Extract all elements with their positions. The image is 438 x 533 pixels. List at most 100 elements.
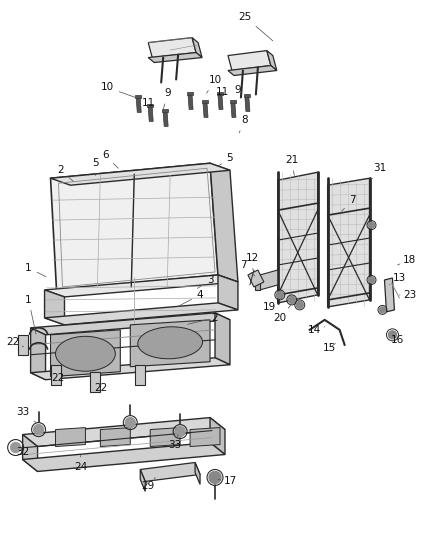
Text: 11: 11 <box>215 87 233 103</box>
Text: 32: 32 <box>16 447 29 457</box>
Polygon shape <box>244 94 250 98</box>
Text: 1: 1 <box>25 263 46 277</box>
Polygon shape <box>210 417 225 455</box>
Text: 22: 22 <box>94 383 107 393</box>
Polygon shape <box>140 463 200 481</box>
Polygon shape <box>192 38 202 58</box>
Polygon shape <box>147 104 153 108</box>
Polygon shape <box>228 66 277 76</box>
Text: 20: 20 <box>273 305 291 323</box>
Polygon shape <box>45 290 64 325</box>
Polygon shape <box>18 335 28 355</box>
Text: 11: 11 <box>141 99 155 108</box>
Text: 18: 18 <box>397 255 416 265</box>
Polygon shape <box>56 427 85 447</box>
Text: 23: 23 <box>399 290 416 300</box>
Polygon shape <box>278 172 318 303</box>
Text: 1: 1 <box>25 295 36 334</box>
Circle shape <box>389 331 396 339</box>
Polygon shape <box>135 365 145 385</box>
Text: 24: 24 <box>74 455 87 472</box>
Polygon shape <box>228 51 271 70</box>
Text: 8: 8 <box>239 115 248 133</box>
Polygon shape <box>187 92 193 95</box>
Circle shape <box>34 425 43 434</box>
Polygon shape <box>148 108 153 122</box>
Polygon shape <box>215 313 230 365</box>
Polygon shape <box>217 92 223 95</box>
Text: 10: 10 <box>207 76 222 93</box>
Polygon shape <box>23 434 38 472</box>
Polygon shape <box>328 178 370 307</box>
Polygon shape <box>50 163 230 185</box>
Polygon shape <box>385 278 395 312</box>
Polygon shape <box>188 95 193 109</box>
Polygon shape <box>31 358 230 379</box>
Text: 33: 33 <box>16 407 36 423</box>
Circle shape <box>11 442 21 453</box>
Polygon shape <box>255 275 260 290</box>
Ellipse shape <box>138 327 202 359</box>
Circle shape <box>276 292 283 298</box>
Polygon shape <box>100 427 130 447</box>
Text: 7: 7 <box>240 260 255 276</box>
Polygon shape <box>218 95 223 109</box>
Circle shape <box>296 301 303 309</box>
Polygon shape <box>163 112 168 126</box>
Polygon shape <box>130 320 210 367</box>
Text: 6: 6 <box>102 150 118 168</box>
Polygon shape <box>23 417 225 447</box>
Text: 33: 33 <box>169 434 182 449</box>
Polygon shape <box>150 427 180 447</box>
Polygon shape <box>202 100 208 103</box>
Text: 5: 5 <box>217 154 233 167</box>
Polygon shape <box>31 328 46 379</box>
Text: 2: 2 <box>188 313 218 324</box>
Circle shape <box>209 472 221 483</box>
Text: 31: 31 <box>371 163 386 180</box>
Text: 9: 9 <box>163 88 171 110</box>
Text: 4: 4 <box>177 290 203 306</box>
Text: 22: 22 <box>6 337 24 347</box>
Text: 25: 25 <box>238 12 273 41</box>
Polygon shape <box>162 109 168 112</box>
Polygon shape <box>45 275 238 297</box>
Text: 19: 19 <box>263 298 282 312</box>
Circle shape <box>379 307 385 313</box>
Polygon shape <box>190 427 220 447</box>
Text: 10: 10 <box>101 83 136 98</box>
Polygon shape <box>45 303 238 325</box>
Circle shape <box>288 296 295 303</box>
Polygon shape <box>136 99 141 112</box>
Polygon shape <box>50 330 120 377</box>
Polygon shape <box>231 103 236 117</box>
Text: 5: 5 <box>92 158 99 175</box>
Text: 22: 22 <box>51 373 64 383</box>
Polygon shape <box>140 470 145 491</box>
Text: 15: 15 <box>323 343 336 353</box>
Text: 2: 2 <box>57 165 73 181</box>
Polygon shape <box>148 38 196 58</box>
Polygon shape <box>260 270 278 290</box>
Text: 17: 17 <box>218 477 237 487</box>
Polygon shape <box>248 270 264 287</box>
Circle shape <box>368 222 374 228</box>
Text: 29: 29 <box>141 478 155 491</box>
Polygon shape <box>230 100 236 103</box>
Circle shape <box>368 277 374 283</box>
Polygon shape <box>31 313 230 335</box>
Text: 21: 21 <box>285 155 298 175</box>
Text: 13: 13 <box>389 273 406 285</box>
Polygon shape <box>90 372 100 392</box>
Polygon shape <box>210 163 238 282</box>
Circle shape <box>175 426 185 437</box>
Text: 14: 14 <box>308 325 325 335</box>
Polygon shape <box>245 98 250 111</box>
Polygon shape <box>218 275 238 310</box>
Polygon shape <box>50 163 218 290</box>
Text: 3: 3 <box>198 275 213 288</box>
Polygon shape <box>135 95 141 99</box>
Polygon shape <box>195 463 200 484</box>
Ellipse shape <box>56 336 115 371</box>
Polygon shape <box>203 103 208 117</box>
